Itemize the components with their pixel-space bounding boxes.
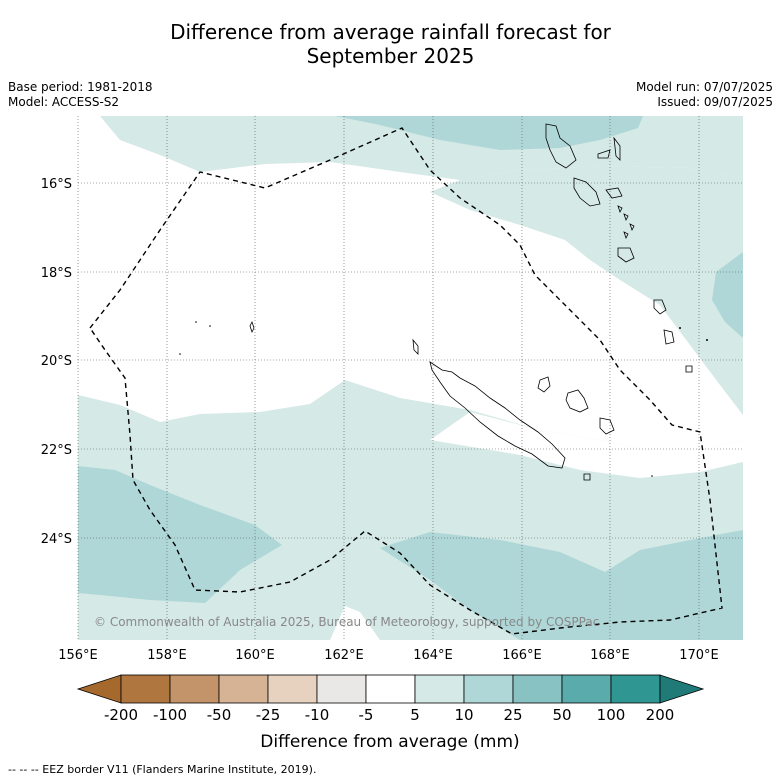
colorbar-segment bbox=[267, 674, 318, 704]
lon-label: 170°E bbox=[679, 648, 719, 663]
colorbar-segment bbox=[414, 674, 465, 704]
colorbar-tick-label: 50 bbox=[552, 706, 571, 724]
vanuatu-small-islets bbox=[617, 205, 635, 240]
zone-central-white bbox=[430, 412, 743, 478]
lon-label: 166°E bbox=[502, 648, 542, 663]
belep-islands bbox=[412, 338, 419, 355]
loyalty-island-2 bbox=[565, 389, 589, 413]
vanuatu-ambae bbox=[597, 149, 611, 159]
eez-footnote: -- -- -- EEZ border V11 (Flanders Marine… bbox=[8, 763, 317, 776]
lat-label: 18°S bbox=[41, 266, 72, 281]
colorbar-segment bbox=[365, 674, 416, 704]
islet-dot bbox=[179, 353, 181, 355]
colorbar-segment bbox=[561, 674, 612, 704]
zone-bottom-white bbox=[330, 606, 380, 640]
run-issue-info: Model run: 07/07/2025 Issued: 09/07/2025 bbox=[636, 80, 773, 110]
colorbar-tick-label: 5 bbox=[410, 706, 420, 724]
colorbar-tick-label: -5 bbox=[359, 706, 374, 724]
islet-dot bbox=[195, 321, 197, 323]
chesterfield-islet bbox=[249, 320, 255, 334]
lon-label: 168°E bbox=[590, 648, 630, 663]
title-line-2: September 2025 bbox=[306, 44, 475, 68]
lon-label: 164°E bbox=[413, 648, 453, 663]
lon-label: 160°E bbox=[235, 648, 275, 663]
title-line-1: Difference from average rainfall forecas… bbox=[170, 20, 611, 44]
islet-dot bbox=[679, 327, 681, 329]
colorbar-segment bbox=[512, 674, 563, 704]
colorbar-tick-label: -25 bbox=[256, 706, 281, 724]
islet-dot bbox=[651, 475, 653, 477]
colorbar-tick-label: 100 bbox=[597, 706, 626, 724]
latitude-labels: 16°S 18°S 20°S 22°S 24°S bbox=[41, 177, 72, 547]
colorbar-segment bbox=[610, 674, 661, 704]
colorbar-ticks: -200 -100 -50 -25 -10 -5 5 10 25 50 100 200 bbox=[104, 706, 674, 724]
colorbar-tick-label: -200 bbox=[104, 706, 138, 724]
vanuatu-ambrym bbox=[605, 187, 623, 199]
model-run: Model run: 07/07/2025 bbox=[635, 80, 773, 94]
lat-label: 16°S bbox=[41, 177, 72, 192]
base-period: Base period: 1981-2018 bbox=[8, 80, 153, 94]
colorbar-segment bbox=[218, 674, 269, 704]
lon-label: 162°E bbox=[324, 648, 364, 663]
new-caledonia-island bbox=[429, 361, 566, 469]
islet-dot bbox=[209, 325, 211, 327]
map-title: Difference from average rainfall forecas… bbox=[0, 20, 781, 68]
colorbar-segment bbox=[120, 674, 171, 704]
colorbar bbox=[76, 674, 705, 704]
longitude-labels: 156°E 158°E 160°E 162°E 164°E 166°E 168°… bbox=[58, 648, 719, 663]
graticule bbox=[77, 116, 743, 640]
zone-east-light bbox=[430, 166, 743, 415]
colorbar-tick-label: -50 bbox=[207, 706, 232, 724]
islet-dot bbox=[706, 339, 708, 341]
vanuatu-efate bbox=[617, 247, 635, 263]
zone-north-mid bbox=[335, 116, 643, 150]
vanuatu-espiritu-santo bbox=[545, 123, 577, 169]
issued-date: Issued: 09/07/2025 bbox=[657, 95, 773, 109]
copyright-notice: © Commonwealth of Australia 2025, Bureau… bbox=[94, 615, 599, 629]
colorbar-segment bbox=[169, 674, 220, 704]
colorbar-tick-label: -100 bbox=[153, 706, 187, 724]
zone-southeast-mid bbox=[380, 530, 743, 640]
eez-border bbox=[89, 127, 723, 635]
lon-label: 158°E bbox=[147, 648, 187, 663]
colorbar-extend-high bbox=[659, 674, 705, 704]
colorbar-segment bbox=[463, 674, 514, 704]
colorbar-segment bbox=[316, 674, 367, 704]
vanuatu-pentecost bbox=[613, 136, 621, 161]
colorbar-tick-label: 200 bbox=[646, 706, 675, 724]
vanuatu-malekula bbox=[573, 177, 601, 207]
vanuatu-aneityum bbox=[663, 329, 675, 345]
colorbar-tick-label: 25 bbox=[503, 706, 522, 724]
rainfall-zones bbox=[78, 116, 743, 640]
lat-label: 24°S bbox=[41, 532, 72, 547]
base-model-info: Base period: 1981-2018 Model: ACCESS-S2 bbox=[8, 80, 153, 110]
loyalty-island-1 bbox=[537, 376, 551, 393]
loyalty-island-3 bbox=[599, 417, 615, 435]
colorbar-tick-label: 10 bbox=[454, 706, 473, 724]
colorbar-tick-label: -10 bbox=[305, 706, 330, 724]
colorbar-extend-low bbox=[76, 674, 122, 704]
zone-east-mid bbox=[712, 252, 743, 338]
colorbar-title: Difference from average (mm) bbox=[260, 732, 519, 752]
isle-of-pines bbox=[583, 473, 591, 481]
lat-label: 20°S bbox=[41, 354, 72, 369]
zone-southwest-mid bbox=[78, 466, 282, 603]
model-name: Model: ACCESS-S2 bbox=[8, 95, 120, 109]
lat-label: 22°S bbox=[41, 443, 72, 458]
lon-label: 156°E bbox=[58, 648, 98, 663]
vanuatu-tanna bbox=[653, 299, 667, 315]
vanuatu-islet bbox=[685, 365, 693, 373]
